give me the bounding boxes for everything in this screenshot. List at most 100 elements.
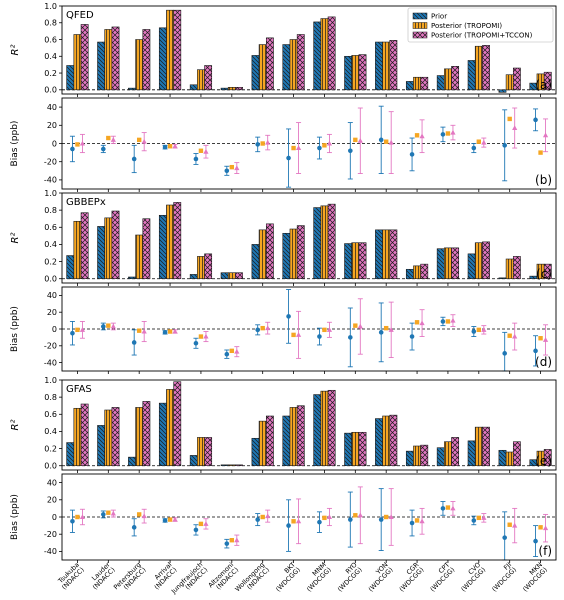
marker-posterior-tropomi <box>476 139 482 144</box>
marker-prior <box>70 330 75 336</box>
bar <box>296 405 305 467</box>
bar-hatch <box>543 263 552 280</box>
bar <box>135 234 144 280</box>
bar-hatch <box>80 403 89 467</box>
marker-posterior-tccon <box>512 522 518 528</box>
bar <box>436 248 445 280</box>
error-point <box>172 328 178 334</box>
bar <box>80 24 89 91</box>
error-point <box>260 325 265 331</box>
bar <box>482 241 490 280</box>
bar <box>158 214 167 280</box>
bar <box>444 441 452 467</box>
error-point <box>414 133 420 138</box>
marker-prior <box>224 541 230 546</box>
error-point <box>357 107 363 174</box>
error-point <box>440 316 446 327</box>
bar <box>111 210 120 280</box>
error-point <box>445 131 451 136</box>
y-tick-label: 0.6 <box>44 223 57 232</box>
bar-hatch <box>344 432 353 467</box>
marker-posterior-tropomi <box>136 328 142 333</box>
bar-hatch <box>451 247 460 280</box>
bar-hatch <box>289 407 298 467</box>
marker-prior <box>317 519 322 525</box>
bar <box>382 41 391 91</box>
error-point <box>322 515 327 521</box>
bar-hatch <box>474 242 483 280</box>
inventory-label: QFED <box>66 10 94 21</box>
error-point <box>193 337 199 349</box>
bar-hatch <box>451 437 460 467</box>
bar <box>265 37 274 91</box>
bar-hatch <box>467 440 476 467</box>
marker-posterior-tccon <box>326 140 333 146</box>
error-point <box>265 509 271 523</box>
error-point <box>75 514 80 520</box>
y-tick-label: 0.6 <box>44 35 57 44</box>
error-point <box>471 515 477 526</box>
error-point <box>286 289 292 344</box>
marker-prior <box>471 329 477 334</box>
y-tick-label: 0.0 <box>44 275 57 284</box>
bar-hatch <box>73 407 82 467</box>
marker-posterior-tropomi <box>167 144 173 149</box>
marker-posterior-tropomi <box>383 139 389 144</box>
bar-hatch <box>444 441 452 467</box>
marker-posterior-tccon <box>357 137 363 143</box>
error-point <box>316 511 322 533</box>
error-point <box>450 501 456 516</box>
marker-posterior-tccon <box>265 325 271 331</box>
marker-posterior-tropomi <box>383 325 389 331</box>
bar <box>405 81 414 91</box>
bar-hatch <box>173 202 182 280</box>
bar <box>258 229 267 280</box>
bar <box>66 65 75 91</box>
y-tick-label: 0.4 <box>44 427 57 436</box>
bar-hatch <box>413 76 421 91</box>
bar-hatch <box>80 24 89 91</box>
error-point <box>542 513 549 543</box>
legend-swatch-hatch <box>412 12 428 20</box>
marker-posterior-tropomi <box>507 333 512 338</box>
bar <box>436 447 445 467</box>
marker-posterior-tropomi <box>198 334 204 339</box>
marker-posterior-tccon <box>512 125 518 131</box>
bar-hatch <box>282 415 291 467</box>
bar <box>505 74 514 91</box>
marker-posterior-tccon <box>110 137 116 142</box>
error-point <box>106 510 111 515</box>
error-point <box>347 491 353 548</box>
bar-hatch <box>351 431 360 467</box>
bar-hatch <box>111 26 120 91</box>
y-tick-label: -40 <box>44 547 57 556</box>
marker-posterior-tccon <box>141 513 147 519</box>
bar <box>344 243 353 280</box>
panel-label: (e) <box>535 454 552 468</box>
bar <box>204 65 213 91</box>
bar-hatch <box>512 441 521 467</box>
error-point <box>414 320 420 325</box>
error-point <box>471 143 477 154</box>
bar-hatch <box>327 389 336 467</box>
marker-posterior-tropomi <box>260 141 265 146</box>
site-label: MKN(WDCGG) <box>516 561 549 594</box>
marker-posterior-tropomi <box>167 517 173 522</box>
error-point <box>224 165 230 176</box>
bar <box>327 16 336 91</box>
bar <box>313 207 322 280</box>
marker-posterior-tropomi <box>538 150 543 155</box>
marker-prior <box>317 334 322 339</box>
bar-hatch <box>413 445 421 467</box>
panel-label: (a) <box>535 78 552 92</box>
marker-posterior-tccon <box>295 145 302 151</box>
bar-hatch <box>436 75 445 91</box>
bar-hatch <box>189 455 198 467</box>
y-axis-label: R² <box>10 420 21 431</box>
bar-hatch <box>389 229 398 280</box>
bar-hatch <box>420 263 429 280</box>
error-point <box>291 332 296 338</box>
bar-hatch <box>104 217 113 280</box>
bar-hatch <box>66 442 75 467</box>
